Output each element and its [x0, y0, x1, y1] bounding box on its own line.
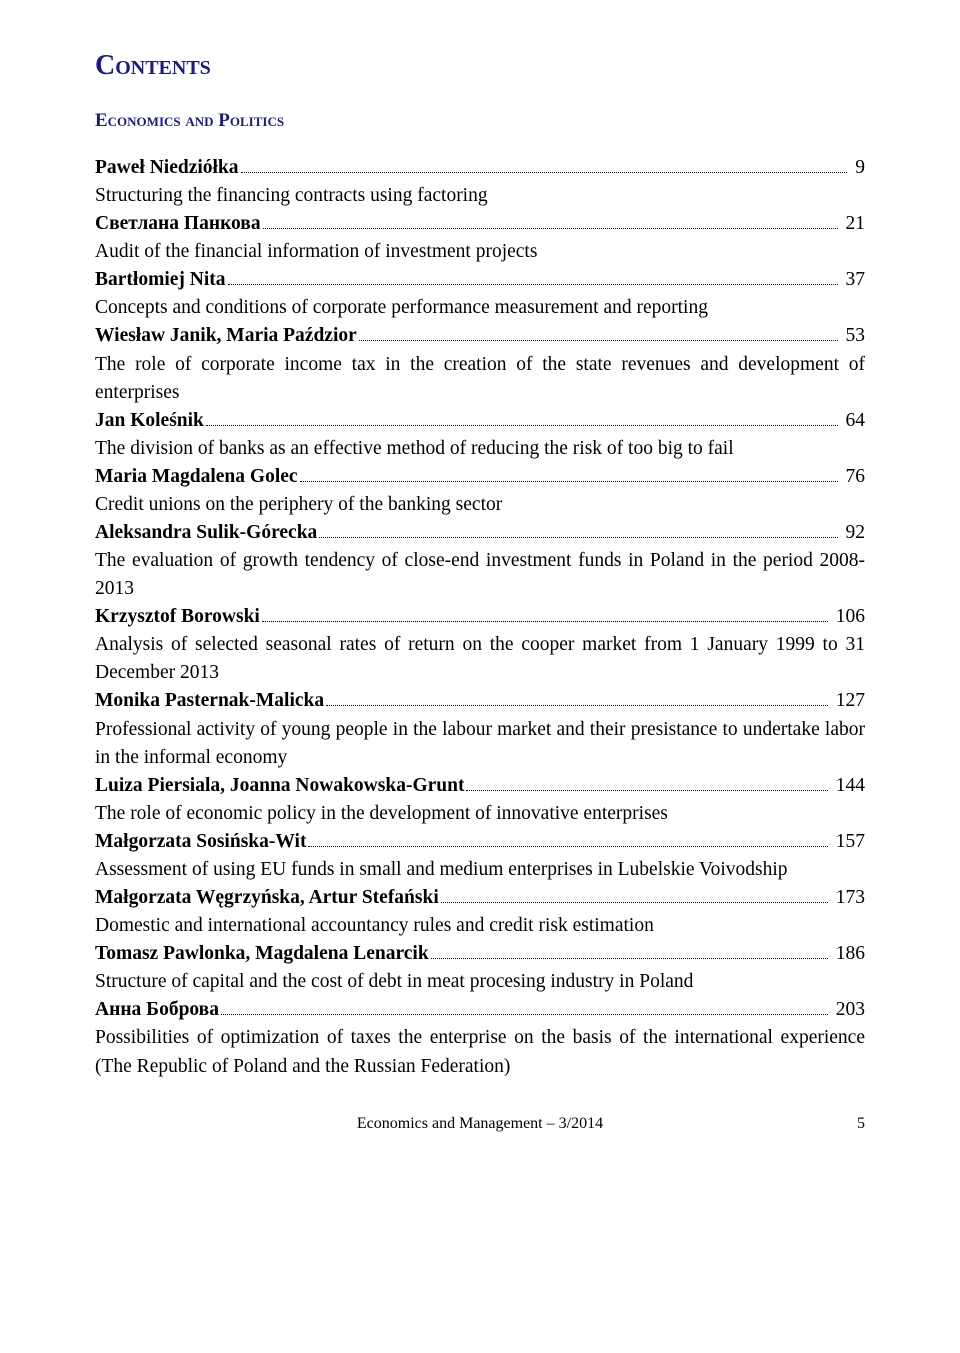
- toc-author: Małgorzata Sosińska-Wit: [95, 828, 306, 856]
- toc-leader-dots: [241, 172, 848, 173]
- toc-entry-head: Monika Pasternak-Malicka 127: [95, 687, 865, 715]
- footer-journal: Economics and Management – 3/2014: [135, 1115, 825, 1133]
- toc-description: Professional activity of young people in…: [95, 716, 865, 772]
- toc-entry: Анна Боброва 203Possibilities of optimiza…: [95, 996, 865, 1080]
- toc-leader-dots: [300, 481, 838, 482]
- toc-entry-head: Maria Magdalena Golec 76: [95, 463, 865, 491]
- toc-entry-head: Анна Боброва 203: [95, 996, 865, 1024]
- toc-page-number: 53: [842, 322, 866, 350]
- toc-entry-head: Paweł Niedziółka 9: [95, 154, 865, 182]
- toc-entry: Małgorzata Węgrzyńska, Artur Stefański 17…: [95, 884, 865, 940]
- toc-entry-head: Tomasz Pawlonka, Magdalena Lenarcik 186: [95, 940, 865, 968]
- toc-entry-head: Małgorzata Sosińska-Wit 157: [95, 828, 865, 856]
- toc-leader-dots: [221, 1014, 828, 1015]
- page-title: Contents: [95, 50, 865, 82]
- toc-author: Monika Pasternak-Malicka: [95, 687, 324, 715]
- toc-entry: Monika Pasternak-Malicka 127Professional …: [95, 687, 865, 771]
- toc-author: Jan Koleśnik: [95, 407, 204, 435]
- toc-author: Krzysztof Borowski: [95, 603, 260, 631]
- toc-page-number: 106: [832, 603, 865, 631]
- toc-leader-dots: [319, 537, 837, 538]
- toc-description: Structure of capital and the cost of deb…: [95, 968, 865, 996]
- toc-description: Concepts and conditions of corporate per…: [95, 294, 865, 322]
- toc-leader-dots: [359, 340, 838, 341]
- toc-leader-dots: [431, 958, 828, 959]
- toc-author: Wiesław Janik, Maria Paździor: [95, 322, 357, 350]
- toc-entry: Krzysztof Borowski 106Analysis of selecte…: [95, 603, 865, 687]
- toc-author: Maria Magdalena Golec: [95, 463, 298, 491]
- toc-author: Светлана Панкова: [95, 210, 261, 238]
- toc-entry: Светлана Панкова 21Audit of the financial…: [95, 210, 865, 266]
- toc-description: The role of economic policy in the devel…: [95, 800, 865, 828]
- toc-author: Bartłomiej Nita: [95, 266, 226, 294]
- toc-page-number: 173: [832, 884, 865, 912]
- toc-description: Structuring the financing contracts usin…: [95, 182, 865, 210]
- footer-page-number: 5: [825, 1115, 865, 1133]
- toc-page-number: 127: [832, 687, 865, 715]
- toc-leader-dots: [263, 228, 838, 229]
- toc-entry: Luiza Piersiala, Joanna Nowakowska-Grunt…: [95, 772, 865, 828]
- toc-description: Possibilities of optimization of taxes t…: [95, 1024, 865, 1080]
- toc-page-number: 64: [842, 407, 866, 435]
- toc-description: Audit of the financial information of in…: [95, 238, 865, 266]
- toc-author: Tomasz Pawlonka, Magdalena Lenarcik: [95, 940, 429, 968]
- toc-entry: Małgorzata Sosińska-Wit 157Assessment of …: [95, 828, 865, 884]
- toc-entry: Aleksandra Sulik-Górecka 92The evaluation…: [95, 519, 865, 603]
- toc-page-number: 9: [851, 154, 865, 182]
- page-footer: Economics and Management – 3/2014 5: [95, 1115, 865, 1133]
- toc-author: Małgorzata Węgrzyńska, Artur Stefański: [95, 884, 439, 912]
- toc-author: Aleksandra Sulik-Górecka: [95, 519, 317, 547]
- toc-description: Analysis of selected seasonal rates of r…: [95, 631, 865, 687]
- toc-leader-dots: [228, 284, 838, 285]
- toc-page-number: 92: [842, 519, 866, 547]
- toc-entry-head: Светлана Панкова 21: [95, 210, 865, 238]
- toc-entry-head: Małgorzata Węgrzyńska, Artur Stefański 17…: [95, 884, 865, 912]
- toc-entry: Jan Koleśnik 64The division of banks as a…: [95, 407, 865, 463]
- toc-entry-head: Jan Koleśnik 64: [95, 407, 865, 435]
- toc-entry-head: Bartłomiej Nita 37: [95, 266, 865, 294]
- toc-description: Credit unions on the periphery of the ba…: [95, 491, 865, 519]
- toc-leader-dots: [262, 621, 828, 622]
- toc-entry: Wiesław Janik, Maria Paździor 53The role …: [95, 322, 865, 406]
- toc-page-number: 186: [832, 940, 865, 968]
- toc-author: Paweł Niedziółka: [95, 154, 239, 182]
- toc-author: Анна Боброва: [95, 996, 219, 1024]
- toc-entry-head: Krzysztof Borowski 106: [95, 603, 865, 631]
- toc-entry: Paweł Niedziółka 9Structuring the financi…: [95, 154, 865, 210]
- toc-description: The evaluation of growth tendency of clo…: [95, 547, 865, 603]
- toc-entry: Maria Magdalena Golec 76Credit unions on …: [95, 463, 865, 519]
- toc-description: Assessment of using EU funds in small an…: [95, 856, 865, 884]
- toc-description: The role of corporate income tax in the …: [95, 351, 865, 407]
- toc-page-number: 76: [842, 463, 866, 491]
- toc-author: Luiza Piersiala, Joanna Nowakowska-Grunt: [95, 772, 464, 800]
- toc-description: Domestic and international accountancy r…: [95, 912, 865, 940]
- toc-entry: Bartłomiej Nita 37Concepts and conditions…: [95, 266, 865, 322]
- toc-entry-head: Luiza Piersiala, Joanna Nowakowska-Grunt…: [95, 772, 865, 800]
- section-heading: Economics and Politics: [95, 110, 865, 132]
- toc-page-number: 144: [832, 772, 865, 800]
- toc-entry-head: Wiesław Janik, Maria Paździor 53: [95, 322, 865, 350]
- toc-description: The division of banks as an effective me…: [95, 435, 865, 463]
- toc-leader-dots: [326, 705, 828, 706]
- toc-page-number: 157: [832, 828, 865, 856]
- toc-entry: Tomasz Pawlonka, Magdalena Lenarcik 186St…: [95, 940, 865, 996]
- toc-page-number: 203: [832, 996, 865, 1024]
- toc-leader-dots: [308, 846, 827, 847]
- toc-page-number: 21: [842, 210, 866, 238]
- toc-page-number: 37: [842, 266, 866, 294]
- toc-entry-head: Aleksandra Sulik-Górecka 92: [95, 519, 865, 547]
- toc-entries: Paweł Niedziółka 9Structuring the financi…: [95, 154, 865, 1081]
- toc-leader-dots: [466, 790, 827, 791]
- toc-leader-dots: [206, 425, 838, 426]
- toc-leader-dots: [441, 902, 828, 903]
